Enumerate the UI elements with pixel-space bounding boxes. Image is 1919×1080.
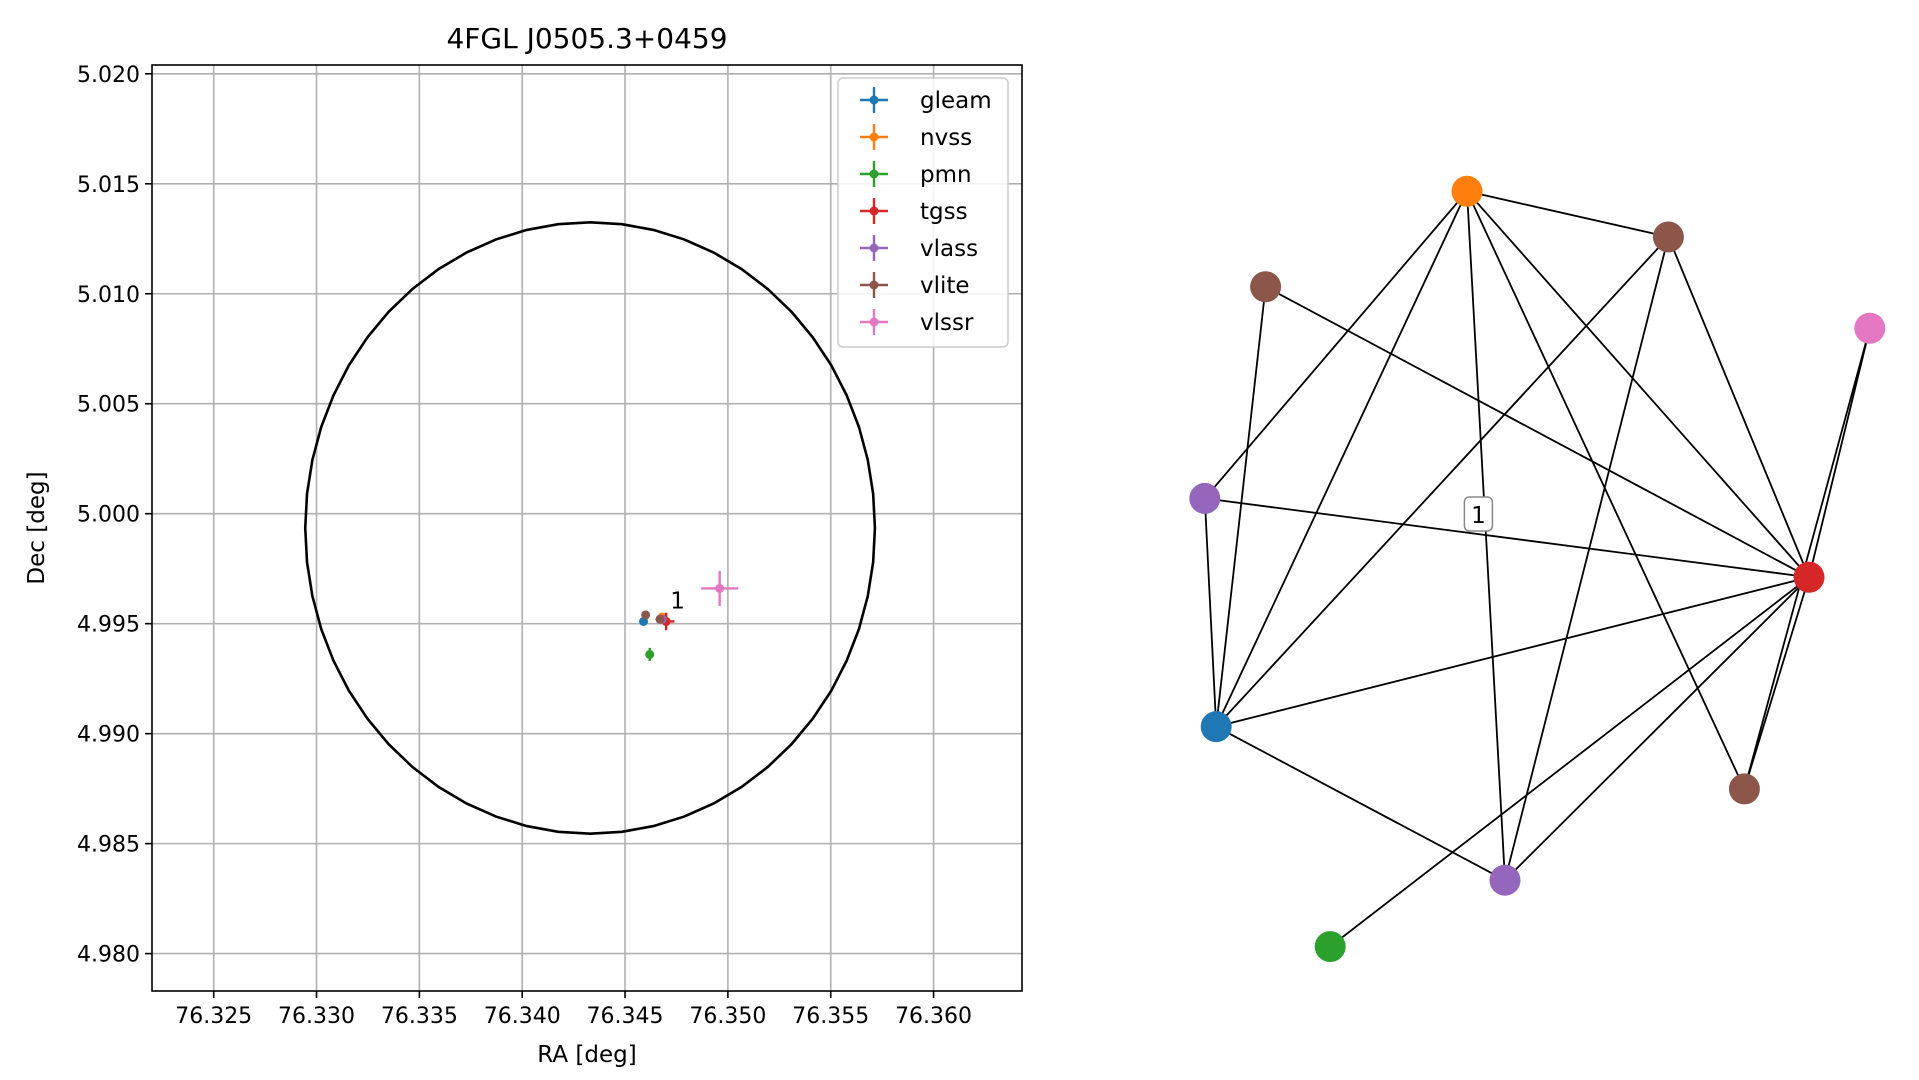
y-tick-label: 4.985 [77,833,140,858]
x-tick-label: 76.335 [381,1004,458,1029]
network-edge [1204,190,1468,499]
network-edge [1203,498,1218,727]
sky-plot: 76.325 76.330 76.335 76.340 76.345 76.350 76.3… [24,22,1023,1068]
marker-vlite [655,614,665,624]
x-tick-label: 76.325 [175,1004,252,1029]
legend-swatch-dot [869,280,879,290]
network-node [1489,864,1521,896]
network-edge [1204,497,1810,579]
network-edges [1203,190,1871,948]
x-tick-label: 76.345 [587,1004,664,1029]
network-label-box [1463,496,1494,532]
legend-label: pmn [920,162,972,188]
network-label: 1 [1463,496,1494,532]
network-graph: 1 [1189,175,1886,963]
point-vlite [641,610,651,620]
network-edge [1504,236,1670,881]
network-nodes [1189,175,1886,963]
legend-entry-pmn: pmn [860,161,972,188]
y-tick-label: 4.995 [77,613,140,638]
network-edge [1743,576,1810,790]
legend-label: nvss [920,125,972,151]
network-edge [1466,190,1746,790]
network-edge [1466,190,1810,578]
network-edge [1215,236,1670,728]
legend-entry-nvss: nvss [860,124,972,151]
x-tick-label: 76.355 [792,1004,869,1029]
localization-ellipse [303,220,877,836]
legend-swatch-dot [869,243,879,253]
legend-entry-vlite: vlite [860,272,970,299]
legend-label: vlssr [920,310,974,336]
legend-entry-vlssr: vlssr [860,309,974,336]
network-node [1793,561,1825,593]
x-tick-label: 76.350 [689,1004,766,1029]
network-edge [1466,190,1669,238]
network-node [1314,931,1346,963]
network-label-text: 1 [1471,503,1486,529]
network-node [1728,773,1760,805]
x-axis-title: RA [deg] [537,1042,636,1068]
legend-swatch-dot [869,206,879,216]
x-axis-ticks: 76.325 76.330 76.335 76.340 76.345 76.350 76.3… [175,991,972,1029]
network-node [1200,711,1232,743]
y-tick-label: 4.990 [77,723,140,748]
x-tick-label: 76.330 [278,1004,355,1029]
network-edge [1215,576,1810,728]
legend-label: vlass [920,236,978,262]
legend-label: gleam [920,88,992,114]
cluster-annotation: 1 [670,589,685,615]
network-edge [1743,328,1871,790]
y-axis-ticks: 4.980 4.985 4.990 4.995 5.000 5.005 5.010 5.015… [77,63,152,968]
legend-entry-gleam: gleam [860,87,992,114]
network-node [1189,482,1221,514]
network-edge [1329,576,1810,948]
network-edge [1215,286,1267,727]
point-pmn [645,649,655,659]
y-tick-label: 5.015 [77,173,140,198]
network-edge [1215,725,1506,881]
network-edge [1215,190,1468,728]
legend-swatch-dot [869,132,879,142]
chart-title: 4FGL J0505.3+0459 [446,22,727,55]
point-vlssr [715,583,725,593]
source-markers [639,570,739,662]
legend-entry-tgss: tgss [860,198,968,225]
marker-vlite [641,610,651,620]
network-node [1854,312,1886,344]
network-node [1250,271,1282,303]
y-tick-label: 5.010 [77,283,140,308]
marker-vlssr [701,570,739,607]
y-tick-label: 5.005 [77,393,140,418]
plot-frame [151,64,1023,992]
network-edge [1667,236,1810,578]
legend-entry-vlass: vlass [860,235,978,262]
legend-swatch-dot [869,95,879,105]
legend-box [837,77,1009,348]
y-tick-label: 4.980 [77,943,140,968]
network-node [1652,221,1684,253]
y-tick-label: 5.020 [77,63,140,88]
network-node [1451,175,1483,207]
legend-label: vlite [920,273,970,299]
network-edge [1504,576,1810,881]
legend-label: tgss [920,199,968,225]
legend-swatch-dot [869,317,879,327]
x-tick-label: 76.360 [895,1004,972,1029]
y-tick-label: 5.000 [77,503,140,528]
marker-pmn [645,647,655,662]
x-tick-label: 76.340 [484,1004,561,1029]
legend: gleam nvss pmn tgss vlass vlite vlssr [837,77,1009,348]
legend-swatch-dot [869,169,879,179]
y-axis-title: Dec [deg] [24,471,50,584]
network-edge [1808,328,1871,578]
point-vlite [655,614,665,624]
network-edge [1265,285,1810,579]
